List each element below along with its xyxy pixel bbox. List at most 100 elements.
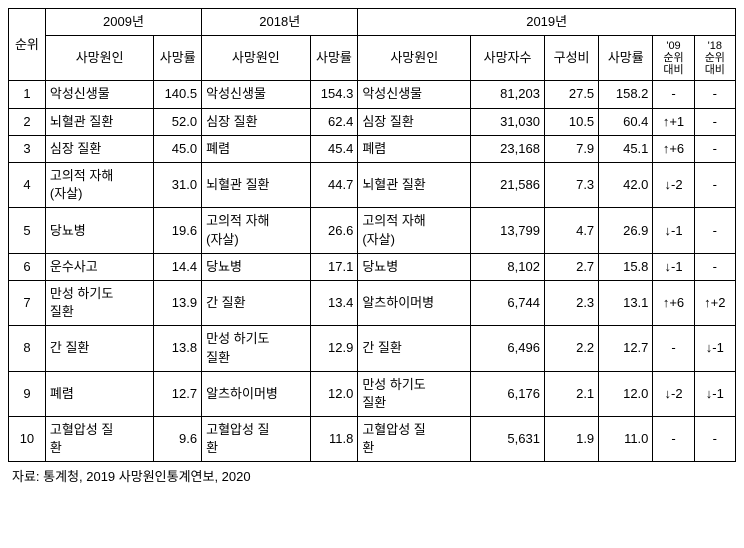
rate-2018-cell: 154.3 [310, 81, 358, 108]
rate-2018-cell: 12.9 [310, 326, 358, 371]
rate-2018-cell: 62.4 [310, 108, 358, 135]
rate-2018-cell: 11.8 [310, 417, 358, 462]
cause-2009-cell: 심장 질환 [45, 135, 153, 162]
header-share-2019: 구성비 [544, 36, 598, 81]
deaths-2019-cell: 6,176 [471, 371, 545, 416]
header-2019: 2019년 [358, 9, 736, 36]
deaths-2019-cell: 6,744 [471, 280, 545, 325]
cause-2018-cell: 당뇨병 [202, 253, 310, 280]
rate-2009-cell: 9.6 [154, 417, 202, 462]
table-row: 8간 질환13.8만성 하기도질환12.9간 질환6,4962.212.7-↓-… [9, 326, 736, 371]
cmp18-cell: ↑+2 [694, 280, 735, 325]
table-row: 5당뇨병19.6고의적 자해(자살)26.6고의적 자해(자살)13,7994.… [9, 208, 736, 253]
deaths-2019-cell: 23,168 [471, 135, 545, 162]
cause-2018-cell: 뇌혈관 질환 [202, 163, 310, 208]
cause-2019-cell: 고의적 자해(자살) [358, 208, 471, 253]
rank-cell: 9 [9, 371, 46, 416]
cmp09-cell: ↑+1 [653, 108, 694, 135]
share-2019-cell: 2.2 [544, 326, 598, 371]
table-row: 9폐렴12.7알츠하이머병12.0만성 하기도질환6,1762.112.0↓-2… [9, 371, 736, 416]
rank-cell: 7 [9, 280, 46, 325]
rank-cell: 2 [9, 108, 46, 135]
header-rank: 순위 [9, 9, 46, 81]
rank-cell: 6 [9, 253, 46, 280]
rate-2009-cell: 13.8 [154, 326, 202, 371]
rate-2019-cell: 26.9 [599, 208, 653, 253]
share-2019-cell: 4.7 [544, 208, 598, 253]
header-rate-2009: 사망률 [154, 36, 202, 81]
rank-cell: 3 [9, 135, 46, 162]
cmp18-cell: - [694, 163, 735, 208]
cause-2009-cell: 고의적 자해(자살) [45, 163, 153, 208]
cause-2018-cell: 만성 하기도질환 [202, 326, 310, 371]
cmp09-cell: - [653, 326, 694, 371]
rate-2009-cell: 19.6 [154, 208, 202, 253]
cause-2019-cell: 악성신생물 [358, 81, 471, 108]
rate-2009-cell: 13.9 [154, 280, 202, 325]
cmp09-cell: ↓-1 [653, 208, 694, 253]
rate-2019-cell: 13.1 [599, 280, 653, 325]
table-row: 4고의적 자해(자살)31.0뇌혈관 질환44.7뇌혈관 질환21,5867.3… [9, 163, 736, 208]
cause-2018-cell: 폐렴 [202, 135, 310, 162]
share-2019-cell: 2.7 [544, 253, 598, 280]
rate-2018-cell: 44.7 [310, 163, 358, 208]
cmp18-cell: - [694, 108, 735, 135]
table-row: 6운수사고14.4당뇨병17.1당뇨병8,1022.715.8↓-1- [9, 253, 736, 280]
share-2019-cell: 27.5 [544, 81, 598, 108]
header-cmp09: '09순위대비 [653, 36, 694, 81]
cause-2009-cell: 고혈압성 질환 [45, 417, 153, 462]
header-cause-2009: 사망원인 [45, 36, 153, 81]
cause-2019-cell: 폐렴 [358, 135, 471, 162]
share-2019-cell: 7.9 [544, 135, 598, 162]
rate-2019-cell: 60.4 [599, 108, 653, 135]
deaths-2019-cell: 6,496 [471, 326, 545, 371]
cmp09-cell: - [653, 417, 694, 462]
table-body: 1악성신생물140.5악성신생물154.3악성신생물81,20327.5158.… [9, 81, 736, 462]
table-row: 2뇌혈관 질환52.0심장 질환62.4심장 질환31,03010.560.4↑… [9, 108, 736, 135]
header-cause-2019: 사망원인 [358, 36, 471, 81]
cause-2019-cell: 알츠하이머병 [358, 280, 471, 325]
cause-2018-cell: 악성신생물 [202, 81, 310, 108]
deaths-2019-cell: 5,631 [471, 417, 545, 462]
cause-2019-cell: 당뇨병 [358, 253, 471, 280]
rate-2009-cell: 14.4 [154, 253, 202, 280]
cause-2009-cell: 만성 하기도질환 [45, 280, 153, 325]
cmp18-cell: - [694, 135, 735, 162]
header-2018: 2018년 [202, 9, 358, 36]
cause-2018-cell: 고의적 자해(자살) [202, 208, 310, 253]
mortality-table: 순위 2009년 2018년 2019년 사망원인 사망률 사망원인 사망률 사… [8, 8, 736, 462]
rate-2019-cell: 45.1 [599, 135, 653, 162]
rate-2009-cell: 12.7 [154, 371, 202, 416]
table-row: 7만성 하기도질환13.9간 질환13.4알츠하이머병6,7442.313.1↑… [9, 280, 736, 325]
cause-2018-cell: 알츠하이머병 [202, 371, 310, 416]
cause-2009-cell: 당뇨병 [45, 208, 153, 253]
cmp18-cell: ↓-1 [694, 326, 735, 371]
share-2019-cell: 2.3 [544, 280, 598, 325]
rank-cell: 8 [9, 326, 46, 371]
cmp09-cell: ↓-1 [653, 253, 694, 280]
table-header: 순위 2009년 2018년 2019년 사망원인 사망률 사망원인 사망률 사… [9, 9, 736, 81]
cause-2009-cell: 운수사고 [45, 253, 153, 280]
header-rate-2019: 사망률 [599, 36, 653, 81]
share-2019-cell: 7.3 [544, 163, 598, 208]
cause-2009-cell: 뇌혈관 질환 [45, 108, 153, 135]
source-note: 자료: 통계청, 2019 사망원인통계연보, 2020 [8, 466, 736, 485]
rate-2009-cell: 31.0 [154, 163, 202, 208]
rate-2018-cell: 12.0 [310, 371, 358, 416]
deaths-2019-cell: 81,203 [471, 81, 545, 108]
cause-2018-cell: 심장 질환 [202, 108, 310, 135]
cmp09-cell: ↑+6 [653, 135, 694, 162]
share-2019-cell: 1.9 [544, 417, 598, 462]
rank-cell: 4 [9, 163, 46, 208]
table-row: 10고혈압성 질환9.6고혈압성 질환11.8고혈압성 질환5,6311.911… [9, 417, 736, 462]
rate-2019-cell: 158.2 [599, 81, 653, 108]
deaths-2019-cell: 31,030 [471, 108, 545, 135]
header-cause-2018: 사망원인 [202, 36, 310, 81]
cause-2018-cell: 고혈압성 질환 [202, 417, 310, 462]
cause-2019-cell: 심장 질환 [358, 108, 471, 135]
cmp09-cell: ↑+6 [653, 280, 694, 325]
cmp18-cell: - [694, 208, 735, 253]
cause-2009-cell: 악성신생물 [45, 81, 153, 108]
rate-2019-cell: 42.0 [599, 163, 653, 208]
cmp18-cell: - [694, 253, 735, 280]
